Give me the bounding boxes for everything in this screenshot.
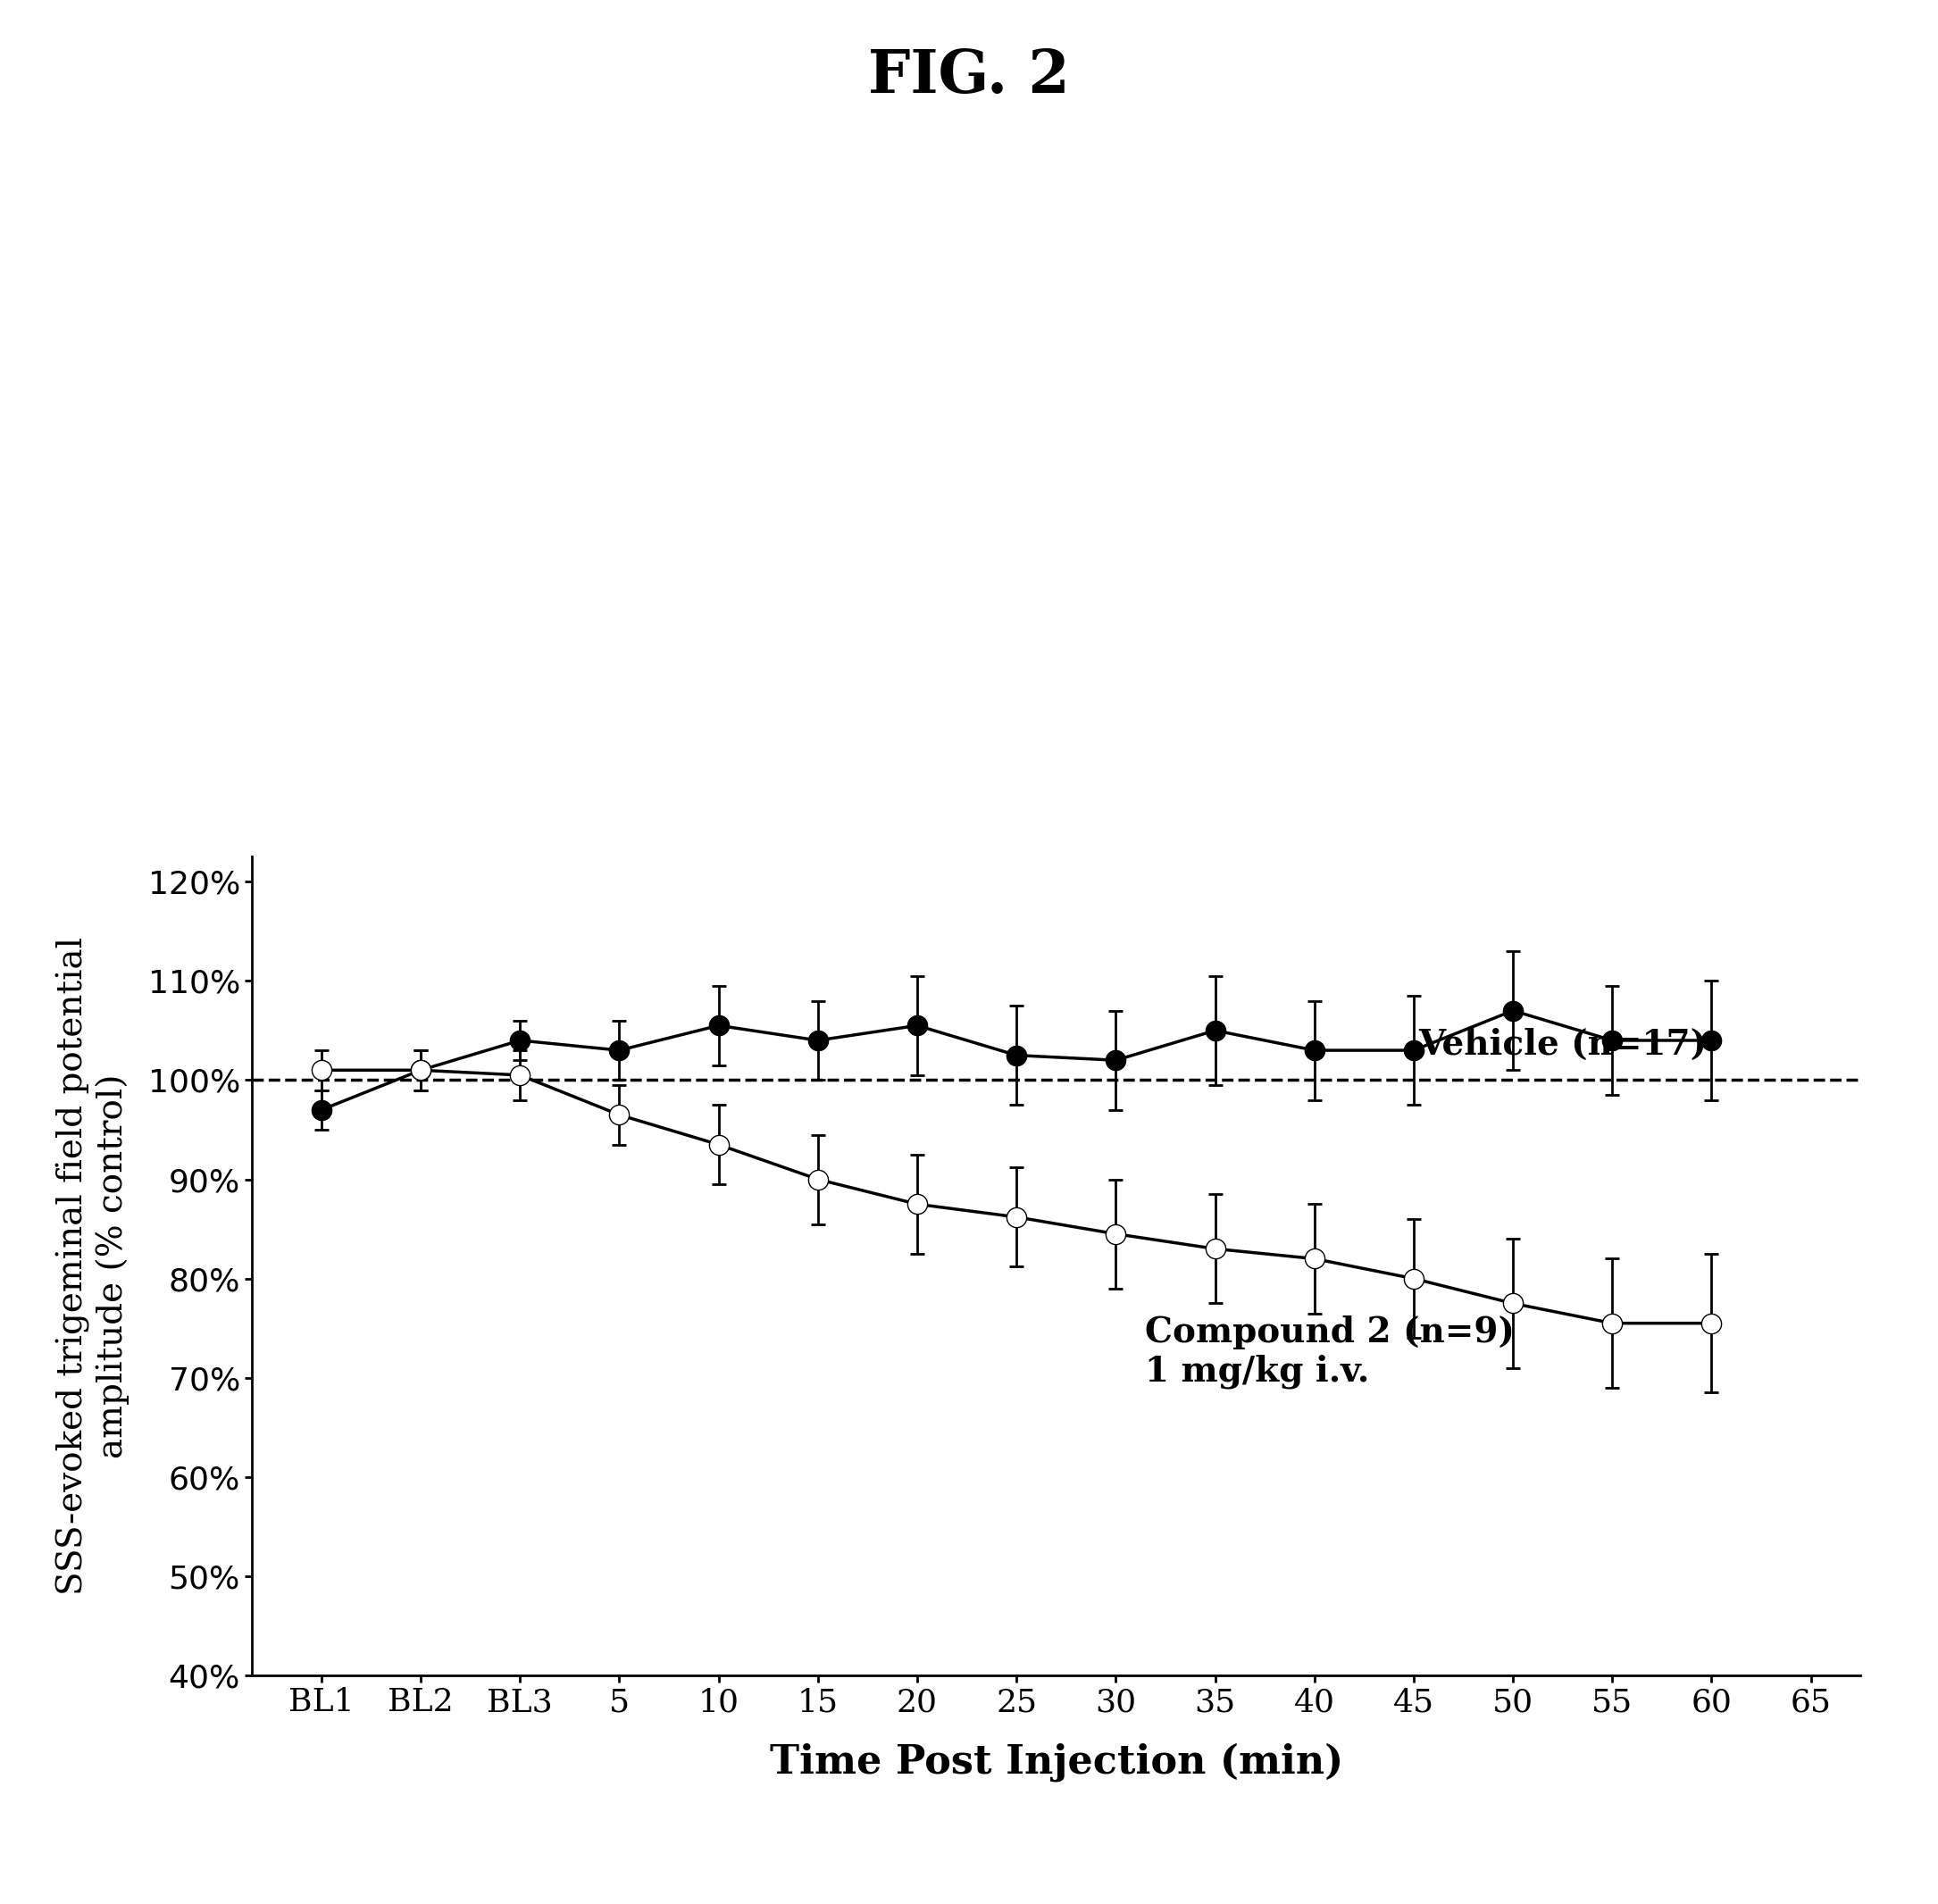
- Text: Vehicle (n=17): Vehicle (n=17): [1419, 1028, 1707, 1062]
- Y-axis label: SSS-evoked trigeminal field potential
amplitude (% control): SSS-evoked trigeminal field potential am…: [56, 937, 130, 1596]
- Text: FIG. 2: FIG. 2: [868, 48, 1070, 105]
- X-axis label: Time Post Injection (min): Time Post Injection (min): [769, 1742, 1343, 1782]
- Text: Compound 2 (n=9)
1 mg/kg i.v.: Compound 2 (n=9) 1 mg/kg i.v.: [1145, 1316, 1514, 1388]
